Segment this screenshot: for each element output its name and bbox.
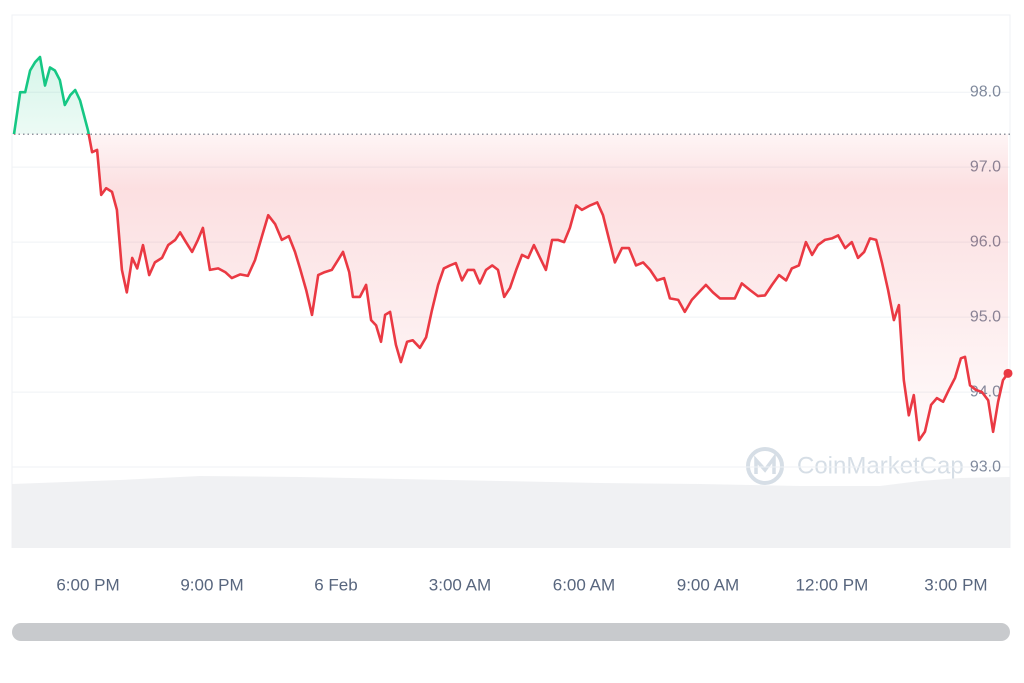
plot-frame xyxy=(11,14,1011,548)
y-tick-label: 93.0 xyxy=(970,458,1001,475)
x-tick-label: 6:00 PM xyxy=(56,575,119,594)
watermark-logo xyxy=(746,447,784,485)
x-tick-label: 6 Feb xyxy=(314,575,357,594)
price-line xyxy=(12,55,1010,442)
x-tick-label: 9:00 AM xyxy=(677,575,739,594)
y-tick-label: 98.0 xyxy=(970,83,1001,100)
x-tick-label: 6:00 AM xyxy=(553,575,615,594)
watermark-group: CoinMarketCap xyxy=(746,447,964,485)
last-point xyxy=(1003,368,1013,378)
x-tick-label: 12:00 PM xyxy=(796,575,869,594)
scrollbar[interactable] xyxy=(12,623,1010,641)
watermark-logo-mark xyxy=(754,452,776,474)
x-tick-label: 3:00 AM xyxy=(429,575,491,594)
watermark: CoinMarketCap xyxy=(797,452,964,479)
plot-layer: CoinMarketCap93.094.095.096.097.098.06:0… xyxy=(12,55,1013,594)
x-tick-label: 9:00 PM xyxy=(180,575,243,594)
area-fill xyxy=(14,57,1008,441)
volume-area xyxy=(12,476,1010,548)
x-tick-label: 3:00 PM xyxy=(924,575,987,594)
